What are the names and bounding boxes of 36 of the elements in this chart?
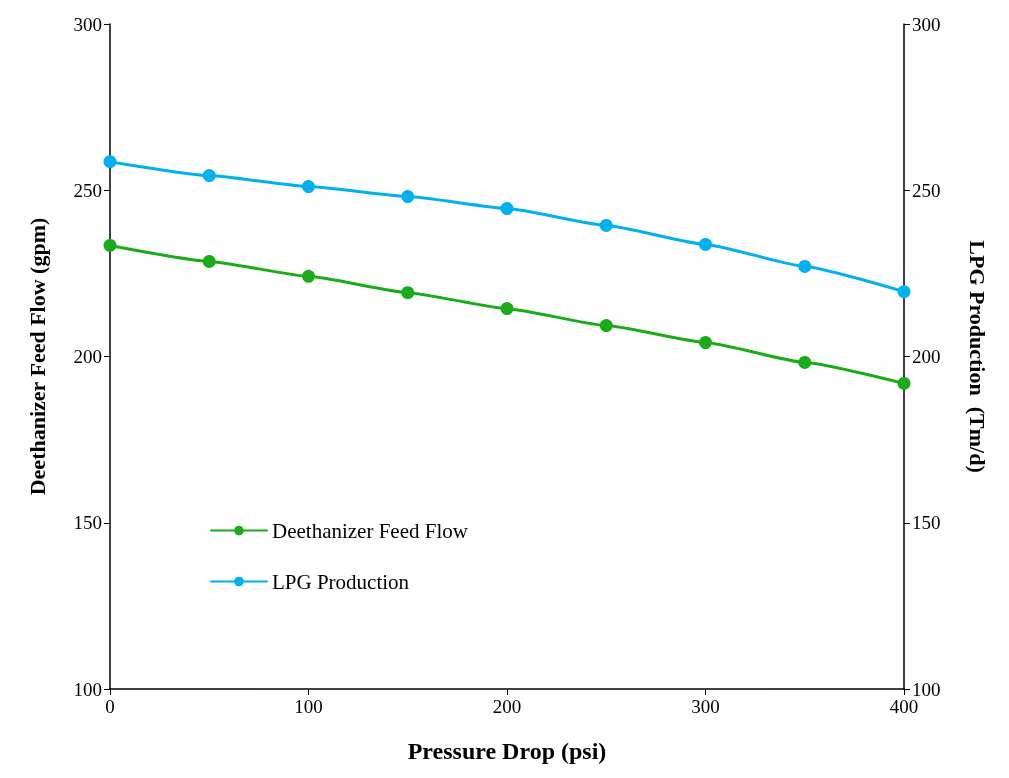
point [202, 169, 216, 183]
point [500, 202, 514, 216]
point [401, 190, 415, 204]
y-tick-label: 200 [73, 346, 102, 367]
point [798, 259, 812, 273]
point [699, 336, 712, 350]
point [103, 238, 117, 252]
y2-tick-label: 150 [912, 512, 941, 534]
point [599, 319, 613, 333]
point [897, 285, 911, 299]
point [302, 269, 315, 283]
x-axis-title: Pressure Drop (psi) [407, 738, 607, 764]
x-tick-label: 300 [691, 696, 720, 717]
x-tick-label: 200 [492, 696, 522, 717]
legend-label: LPG Production [272, 569, 410, 594]
y2-tick-label: 250 [912, 179, 941, 201]
point [798, 355, 812, 369]
y-tick-label: 150 [73, 512, 102, 534]
legend-label: Deethanizer Feed Flow [272, 518, 469, 543]
x-tick-label: 0 [105, 696, 115, 717]
y-tick-label: 100 [73, 678, 102, 700]
y2-axis-title: LPG Production (Tm/d) [964, 240, 990, 473]
y2-tick-label: 300 [912, 13, 941, 35]
y-axis-title: Deethanizer Feed Flow (gpm) [24, 217, 50, 496]
point [500, 302, 514, 316]
point [202, 254, 216, 268]
x-tick-label: 100 [294, 696, 323, 717]
point [599, 219, 613, 232]
y-tick-label: 250 [73, 179, 102, 201]
y2-tick-label: 200 [912, 346, 941, 367]
point [699, 237, 712, 251]
point [103, 155, 117, 169]
point [401, 286, 415, 300]
y-tick-label: 300 [73, 13, 102, 35]
point [302, 180, 315, 194]
point [897, 376, 911, 390]
